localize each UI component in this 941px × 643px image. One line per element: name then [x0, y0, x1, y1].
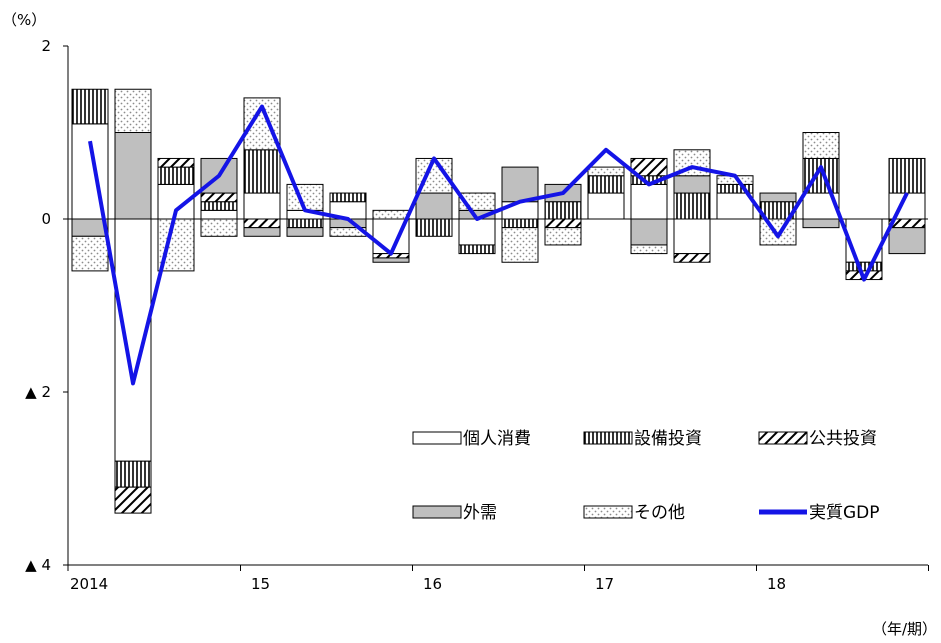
bar-segment: [544, 227, 582, 246]
legend-item: 実質GDP: [759, 503, 880, 523]
legend-label: 実質GDP: [809, 503, 880, 523]
legend-item: 個人消費: [412, 429, 531, 449]
bar-segment: [587, 166, 625, 177]
legend-swatch: [583, 505, 633, 519]
legend-label: その他: [634, 503, 685, 523]
bar-segment: [200, 201, 238, 211]
bar-segment: [243, 218, 281, 229]
bar-segment: [200, 192, 238, 203]
axes-layer: 2 0 ▲ 2 ▲ 4 2014 15 16 17 18: [25, 37, 929, 593]
bar-segment: [157, 166, 195, 185]
x-tick-label: 17: [595, 575, 614, 593]
bar-segment: [802, 132, 840, 159]
bar-segment: [673, 192, 711, 220]
x-tick-label: 18: [767, 575, 786, 593]
bar-segment: [114, 88, 152, 133]
bar-segment: [888, 227, 926, 255]
bar-segment: [587, 192, 625, 220]
bar-segment: [630, 218, 668, 246]
bar-segment: [200, 209, 238, 220]
bar-segment: [458, 244, 496, 255]
bar-segment: [802, 218, 840, 229]
legend-swatch: [758, 431, 808, 445]
y-tick-label: 0: [41, 210, 51, 228]
bars-layer: [71, 88, 926, 514]
bar-segment: [673, 218, 711, 255]
bar-segment: [114, 132, 152, 220]
bar-segment: [372, 257, 410, 263]
bar-segment: [845, 261, 883, 272]
legend-swatch: [412, 505, 462, 519]
bar-segment: [458, 218, 496, 246]
bar-segment: [372, 209, 410, 220]
x-tick-label: 15: [251, 575, 270, 593]
bar-segment: [544, 201, 582, 220]
legend-label: 設備投資: [634, 429, 702, 449]
y-tick-label: ▲ 2: [25, 383, 51, 401]
bar-segment: [415, 192, 453, 220]
bar-segment: [329, 192, 367, 203]
bar-segment: [71, 88, 109, 125]
legend-item: 外需: [412, 503, 497, 523]
bar-segment: [157, 157, 195, 168]
bar-segment: [200, 218, 238, 237]
bar-segment: [501, 218, 539, 229]
bar-segment: [630, 157, 668, 177]
x-unit-label: （年/期）: [872, 620, 937, 638]
bar-segment: [243, 149, 281, 194]
line-layer: [88, 104, 909, 386]
bar-segment: [501, 201, 539, 220]
y-unit-label: （%）: [2, 11, 46, 29]
y-tick-label: ▲ 4: [25, 556, 51, 574]
legend-label: 外需: [463, 503, 497, 523]
bar-segment: [243, 192, 281, 220]
gdp-line: [88, 104, 909, 386]
bar-segment: [243, 227, 281, 237]
bar-segment: [759, 218, 797, 246]
legend-item: 公共投資: [758, 429, 877, 449]
bar-segment: [71, 235, 109, 272]
bar-segment: [415, 218, 453, 237]
legend-label: 公共投資: [809, 429, 877, 449]
bar-segment: [673, 175, 711, 194]
bar-segment: [286, 218, 324, 229]
bar-segment: [501, 227, 539, 263]
y-tick-label: 2: [41, 37, 51, 55]
bar-segment: [501, 166, 539, 203]
x-tick-label: 16: [423, 575, 442, 593]
legend-swatch: [583, 431, 633, 445]
bar-segment: [114, 486, 152, 514]
bar-segment: [630, 244, 668, 255]
bar-segment: [673, 253, 711, 263]
bar-segment: [114, 460, 152, 488]
legend-item: その他: [583, 503, 685, 523]
legend-label: 個人消費: [463, 429, 531, 449]
bar-segment: [888, 157, 926, 194]
bar-segment: [759, 192, 797, 203]
bar-segment: [587, 175, 625, 194]
x-tick-label: 2014: [70, 575, 108, 593]
legend-item: 設備投資: [583, 429, 702, 449]
legend-swatch: [412, 431, 462, 445]
bar-segment: [544, 218, 582, 229]
bar-segment: [286, 227, 324, 237]
bar-segment: [630, 183, 668, 220]
